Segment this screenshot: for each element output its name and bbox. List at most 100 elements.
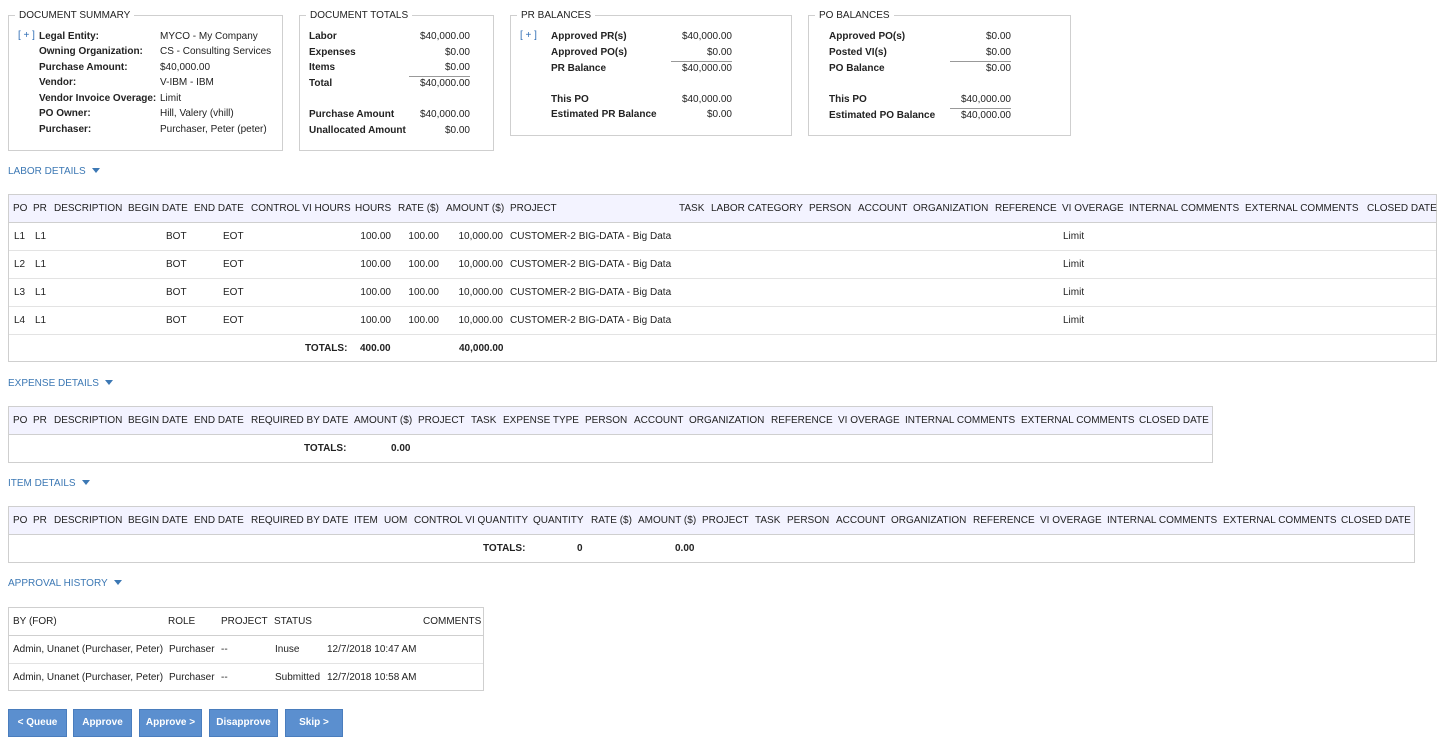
col-person[interactable]: PERSON xyxy=(809,203,852,214)
col-account[interactable]: ACCOUNT xyxy=(634,415,684,426)
pr-approved-po: Approved PO(s) $0.00 xyxy=(551,47,732,58)
col-vi-overage[interactable]: VI OVERAGE xyxy=(1062,203,1124,214)
document-summary-title: DOCUMENT SUMMARY xyxy=(15,9,135,22)
col-description[interactable]: DESCRIPTION xyxy=(54,203,123,214)
document-totals-panel: DOCUMENT TOTALS Labor $40,000.00 Expense… xyxy=(299,9,494,151)
col-labor-category[interactable]: LABOR CATEGORY xyxy=(711,203,803,214)
col-pr[interactable]: PR xyxy=(33,415,47,426)
col-person[interactable]: PERSON xyxy=(787,515,830,526)
col-begin-date[interactable]: BEGIN DATE xyxy=(128,203,188,214)
col-task[interactable]: TASK xyxy=(755,515,781,526)
col-begin-date[interactable]: BEGIN DATE xyxy=(128,415,188,426)
col-begin-date[interactable]: BEGIN DATE xyxy=(128,515,188,526)
col-amount[interactable]: AMOUNT ($) xyxy=(446,203,505,214)
col-vi-overage[interactable]: VI OVERAGE xyxy=(838,415,900,426)
table-row[interactable]: L1 L1 BOT EOT 100.00 100.00 10,000.00 CU… xyxy=(9,223,1436,251)
summary-row: Vendor: V-IBM - IBM xyxy=(39,77,214,88)
skip-button[interactable]: Skip > xyxy=(285,709,343,737)
totals-rule xyxy=(409,76,470,77)
pr-balances-title: PR BALANCES xyxy=(517,9,596,22)
expense-table: PO PR DESCRIPTION BEGIN DATE END DATE RE… xyxy=(8,406,1213,463)
col-pr[interactable]: PR xyxy=(33,515,47,526)
col-role[interactable]: ROLE xyxy=(168,616,196,627)
col-reference[interactable]: REFERENCE xyxy=(995,203,1057,214)
col-pr[interactable]: PR xyxy=(33,203,47,214)
col-comments[interactable]: COMMENTS xyxy=(423,616,482,627)
col-external-comments[interactable]: EXTERNAL COMMENTS xyxy=(1021,415,1135,426)
caret-down-icon xyxy=(91,167,100,173)
caret-down-icon xyxy=(104,379,113,385)
col-end-date[interactable]: END DATE xyxy=(194,203,244,214)
document-summary-expand[interactable]: [ + ] xyxy=(18,30,35,41)
col-task[interactable]: TASK xyxy=(471,415,497,426)
col-organization[interactable]: ORGANIZATION xyxy=(891,515,967,526)
col-vi-overage[interactable]: VI OVERAGE xyxy=(1040,515,1102,526)
col-closed-date[interactable]: CLOSED DATE xyxy=(1139,415,1209,426)
disapprove-button[interactable]: Disapprove xyxy=(209,709,278,737)
expense-details-toggle[interactable]: EXPENSE DETAILS xyxy=(8,378,113,389)
po-posted-vi: Posted VI(s) $0.00 xyxy=(829,47,1011,58)
col-hours[interactable]: HOURS xyxy=(355,203,392,214)
col-internal-comments[interactable]: INTERNAL COMMENTS xyxy=(905,415,1016,426)
col-organization[interactable]: ORGANIZATION xyxy=(913,203,989,214)
col-po[interactable]: PO xyxy=(13,203,28,214)
queue-button[interactable]: < Queue xyxy=(8,709,67,737)
pr-balances-expand[interactable]: [ + ] xyxy=(520,30,537,41)
col-control-vi-quantity[interactable]: CONTROL VI QUANTITY xyxy=(414,515,529,526)
approval-history-toggle[interactable]: APPROVAL HISTORY xyxy=(8,578,122,589)
col-external-comments[interactable]: EXTERNAL COMMENTS xyxy=(1223,515,1337,526)
pr-balances-panel: PR BALANCES [ + ] Approved PR(s) $40,000… xyxy=(510,9,792,136)
table-row[interactable]: Admin, Unanet (Purchaser, Peter) Purchas… xyxy=(9,636,483,664)
table-row[interactable]: L2 L1 BOT EOT 100.00 100.00 10,000.00 CU… xyxy=(9,251,1436,279)
table-row[interactable]: L3 L1 BOT EOT 100.00 100.00 10,000.00 CU… xyxy=(9,279,1436,307)
col-account[interactable]: ACCOUNT xyxy=(836,515,886,526)
col-item[interactable]: ITEM xyxy=(354,515,378,526)
col-end-date[interactable]: END DATE xyxy=(194,515,244,526)
col-project[interactable]: PROJECT xyxy=(510,203,557,214)
col-required-by-date[interactable]: REQUIRED BY DATE xyxy=(251,415,349,426)
col-rate[interactable]: RATE ($) xyxy=(398,203,439,214)
item-table: PO PR DESCRIPTION BEGIN DATE END DATE RE… xyxy=(8,506,1415,563)
col-by-for[interactable]: BY (FOR) xyxy=(13,616,57,627)
expense-table-header: PO PR DESCRIPTION BEGIN DATE END DATE RE… xyxy=(9,407,1212,435)
col-quantity[interactable]: QUANTITY xyxy=(533,515,584,526)
col-amount[interactable]: AMOUNT ($) xyxy=(354,415,413,426)
col-closed-date[interactable]: CLOSED DATE xyxy=(1341,515,1411,526)
col-amount[interactable]: AMOUNT ($) xyxy=(638,515,697,526)
col-reference[interactable]: REFERENCE xyxy=(973,515,1035,526)
approve-next-button[interactable]: Approve > xyxy=(139,709,202,737)
col-end-date[interactable]: END DATE xyxy=(194,415,244,426)
summary-row: PO Owner: Hill, Valery (vhill) xyxy=(39,108,234,119)
col-account[interactable]: ACCOUNT xyxy=(858,203,908,214)
col-po[interactable]: PO xyxy=(13,515,28,526)
col-task[interactable]: TASK xyxy=(679,203,705,214)
col-internal-comments[interactable]: INTERNAL COMMENTS xyxy=(1129,203,1240,214)
item-table-header: PO PR DESCRIPTION BEGIN DATE END DATE RE… xyxy=(9,507,1414,535)
col-description[interactable]: DESCRIPTION xyxy=(54,415,123,426)
col-reference[interactable]: REFERENCE xyxy=(771,415,833,426)
col-uom[interactable]: UOM xyxy=(384,515,408,526)
col-project[interactable]: PROJECT xyxy=(418,415,465,426)
col-required-by-date[interactable]: REQUIRED BY DATE xyxy=(251,515,349,526)
item-details-toggle[interactable]: ITEM DETAILS xyxy=(8,478,90,489)
col-rate[interactable]: RATE ($) xyxy=(591,515,632,526)
col-project[interactable]: PROJECT xyxy=(702,515,749,526)
labor-details-toggle[interactable]: LABOR DETAILS xyxy=(8,166,100,177)
pr-this-po: This PO $40,000.00 xyxy=(551,94,732,105)
col-control-vi-hours[interactable]: CONTROL VI HOURS xyxy=(251,203,351,214)
col-expense-type[interactable]: EXPENSE TYPE xyxy=(503,415,579,426)
col-closed-date[interactable]: CLOSED DATE xyxy=(1367,203,1437,214)
col-description[interactable]: DESCRIPTION xyxy=(54,515,123,526)
totals-row: TOTALS: 400.00 40,000.00 xyxy=(305,343,504,354)
table-row[interactable]: Admin, Unanet (Purchaser, Peter) Purchas… xyxy=(13,672,417,683)
col-external-comments[interactable]: EXTERNAL COMMENTS xyxy=(1245,203,1359,214)
col-project[interactable]: PROJECT xyxy=(221,616,268,627)
col-internal-comments[interactable]: INTERNAL COMMENTS xyxy=(1107,515,1218,526)
col-po[interactable]: PO xyxy=(13,415,28,426)
col-status[interactable]: STATUS xyxy=(274,616,312,627)
summary-row: Purchaser: Purchaser, Peter (peter) xyxy=(39,124,267,135)
approve-button[interactable]: Approve xyxy=(73,709,132,737)
table-row[interactable]: L4 L1 BOT EOT 100.00 100.00 10,000.00 CU… xyxy=(9,307,1436,335)
col-person[interactable]: PERSON xyxy=(585,415,628,426)
col-organization[interactable]: ORGANIZATION xyxy=(689,415,765,426)
